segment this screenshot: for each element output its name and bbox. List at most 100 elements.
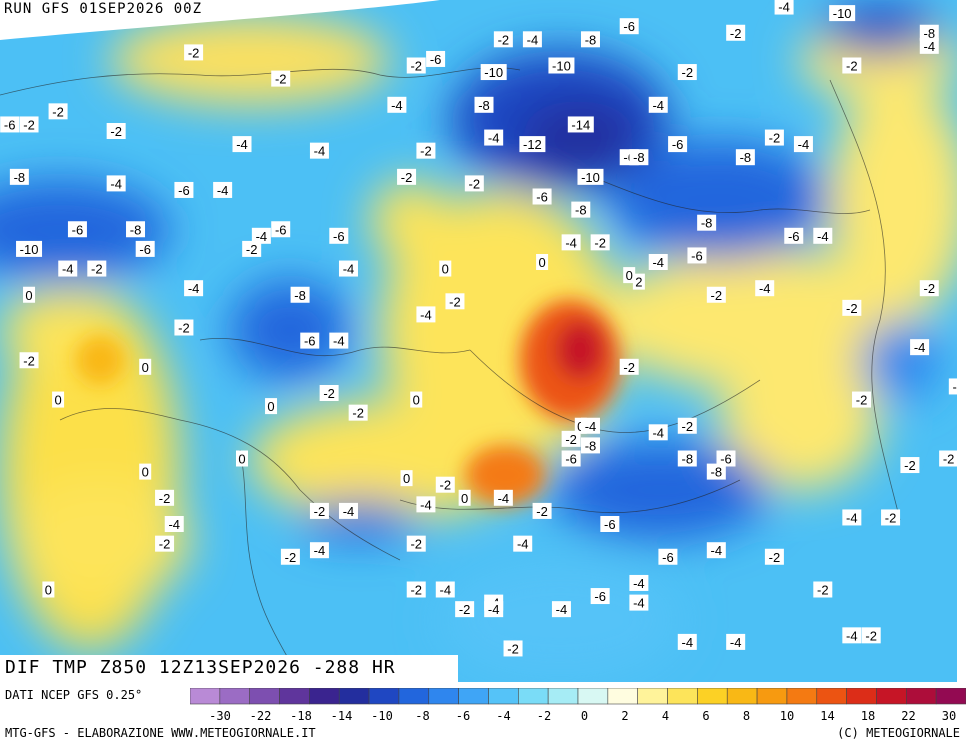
- contour-label: -4: [106, 175, 126, 192]
- svg-text:-6: -6: [430, 52, 442, 67]
- svg-text:2: 2: [635, 275, 642, 290]
- svg-text:-10: -10: [581, 170, 600, 185]
- legend-color-cell: [607, 688, 638, 705]
- contour-label: -4: [58, 260, 78, 277]
- contour-label: -2: [184, 44, 204, 61]
- contour-label: -6: [174, 181, 194, 198]
- contour-label: -8: [697, 214, 717, 231]
- contour-label: -8: [290, 286, 310, 303]
- svg-text:-2: -2: [91, 262, 103, 277]
- legend-color-cell: [488, 688, 519, 705]
- svg-text:-4: -4: [798, 137, 810, 152]
- contour-label: -4: [164, 516, 184, 532]
- contour-label: -4: [648, 424, 668, 441]
- legend-tick-label: 10: [780, 709, 794, 723]
- svg-text:-4: -4: [333, 334, 345, 349]
- contour-label: 0: [410, 391, 423, 408]
- contour-label: -4: [329, 332, 349, 349]
- svg-text:-6: -6: [623, 150, 635, 165]
- legend-color-cell: [935, 688, 966, 705]
- svg-text:-6: -6: [565, 452, 577, 467]
- svg-text:-4: -4: [420, 307, 432, 322]
- contour-label: -10: [548, 57, 575, 74]
- svg-text:-6: -6: [139, 242, 151, 257]
- svg-text:-4: -4: [527, 32, 539, 47]
- svg-text:-4: -4: [923, 39, 935, 54]
- contour-label: -6: [67, 221, 87, 238]
- contour-label: -2: [706, 286, 726, 303]
- contour-label: -2: [619, 358, 639, 375]
- svg-text:-2: -2: [594, 235, 606, 250]
- contour-label: -4: [522, 31, 542, 48]
- legend-tick-label: 18: [861, 709, 875, 723]
- svg-text:-4: -4: [188, 281, 200, 296]
- contour-label: -2: [106, 123, 126, 139]
- svg-text:-6: -6: [72, 222, 84, 237]
- svg-text:0: 0: [413, 393, 420, 408]
- contour-label: -8: [571, 201, 591, 218]
- svg-text:-2: -2: [856, 393, 868, 408]
- contour-label: -4: [842, 509, 862, 526]
- legend-color-cell: [697, 688, 728, 705]
- svg-text:-2: -2: [410, 59, 422, 74]
- svg-text:-8: -8: [923, 26, 935, 41]
- svg-text:-8: -8: [294, 288, 306, 303]
- svg-text:0: 0: [577, 419, 584, 434]
- svg-text:-4: -4: [778, 0, 790, 15]
- copyright-text: (C) METEOGIORNALE: [837, 726, 960, 740]
- legend-tick-label: -8: [415, 709, 429, 723]
- svg-text:-2: -2: [469, 176, 481, 191]
- svg-text:-10: -10: [552, 59, 571, 74]
- svg-text:-4: -4: [217, 183, 229, 198]
- svg-text:-14: -14: [571, 117, 590, 132]
- contour-label: -8: [677, 450, 697, 467]
- contour-label: -4: [513, 535, 533, 552]
- contour-label: -6: [0, 116, 20, 133]
- contour-label: 0: [139, 463, 152, 480]
- svg-text:0: 0: [538, 255, 545, 270]
- contour-label: -4: [309, 142, 329, 159]
- contour-label: -4: [629, 594, 649, 611]
- svg-text:-2: -2: [536, 504, 548, 519]
- svg-text:-2: -2: [904, 458, 916, 473]
- contour-label: -8: [9, 168, 29, 185]
- svg-text:-4: -4: [652, 425, 664, 440]
- svg-text:-4: -4: [633, 576, 645, 591]
- contour-label: -4: [416, 496, 436, 513]
- svg-text:-2: -2: [565, 432, 577, 447]
- legend-color-cell: [906, 688, 937, 705]
- svg-text:-4: -4: [633, 596, 645, 611]
- contour-label: -4: [726, 633, 746, 650]
- contour-label: -2: [406, 581, 426, 598]
- contour-label: 0: [439, 260, 452, 277]
- contour-label: -6: [590, 588, 610, 605]
- contour-label: -6: [716, 450, 736, 467]
- contour-label: -2: [900, 457, 920, 474]
- svg-text:-8: -8: [681, 452, 693, 467]
- svg-text:-6: -6: [623, 19, 635, 34]
- svg-text:-2: -2: [923, 281, 935, 296]
- svg-text:-2: -2: [449, 294, 461, 309]
- contour-label: -4: [484, 601, 504, 618]
- svg-text:-6: -6: [333, 229, 345, 244]
- contour-label: -4: [919, 37, 939, 54]
- contour-label: -2: [435, 476, 455, 493]
- contour-label: -4: [493, 489, 513, 506]
- svg-text:-6: -6: [662, 550, 674, 565]
- svg-text:-8: -8: [585, 438, 597, 453]
- svg-text:-4: -4: [652, 255, 664, 270]
- svg-text:-4: -4: [343, 262, 355, 277]
- contour-label: -4: [387, 96, 407, 113]
- svg-text:-4: -4: [488, 602, 500, 617]
- legend-color-cell: [338, 688, 370, 705]
- legend-color-cell: [368, 688, 400, 705]
- legend-color-cell: [518, 688, 549, 705]
- legend-tick-label: -18: [290, 709, 312, 723]
- contour-label: -4: [251, 227, 271, 244]
- contour-label: -4: [551, 601, 571, 618]
- contour-label: -4: [677, 633, 697, 650]
- legend-tick-label: 22: [901, 709, 915, 723]
- svg-text:-2: -2: [23, 117, 35, 132]
- svg-text:-8: -8: [633, 150, 645, 165]
- contour-label: -4: [416, 306, 436, 323]
